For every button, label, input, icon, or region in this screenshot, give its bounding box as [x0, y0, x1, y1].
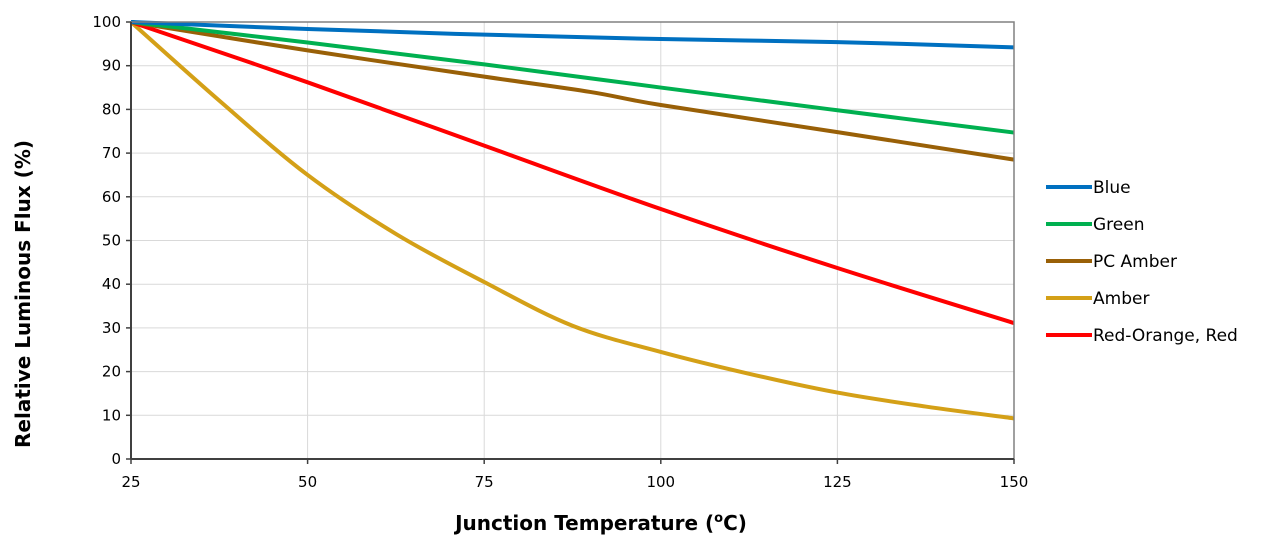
series-line-green: [130, 20, 1015, 135]
y-axis-tick-labels: 0 10 20 30 40 50 60 70 80 90 100: [92, 13, 121, 468]
y-tick-label: 80: [102, 100, 121, 118]
x-tick-label: 125: [823, 473, 852, 491]
axes: [126, 21, 1015, 464]
y-tick-label: 50: [102, 232, 121, 250]
y-tick-label: 30: [102, 319, 121, 337]
x-tick-label: 150: [1000, 473, 1029, 491]
y-tick-label: 0: [111, 450, 121, 468]
y-tick-label: 60: [102, 188, 121, 206]
series-line-amber: [129, 20, 1015, 421]
legend-label-blue: Blue: [1093, 178, 1131, 198]
legend: Blue Green PC Amber Amber Red-Orange, Red: [1046, 178, 1238, 346]
y-tick-label: 100: [92, 13, 121, 31]
y-axis-title: Relative Luminous Flux (%): [11, 140, 35, 448]
series-line-pc-amber: [130, 20, 1015, 162]
series-lines: [129, 20, 1015, 421]
y-tick-label: 70: [102, 144, 121, 162]
legend-label-red-orange-red: Red-Orange, Red: [1093, 326, 1238, 346]
x-axis-title: Junction Temperature (oC): [453, 511, 747, 535]
x-tick-label: 100: [646, 473, 675, 491]
legend-label-pc-amber: PC Amber: [1093, 252, 1177, 272]
series-line-blue: [130, 20, 1015, 50]
legend-label-amber: Amber: [1093, 289, 1149, 309]
y-tick-label: 90: [102, 57, 121, 75]
y-tick-label: 20: [102, 363, 121, 381]
series-line-red-orange-red: [130, 20, 1015, 325]
x-tick-label: 25: [121, 473, 140, 491]
x-tick-label: 75: [475, 473, 494, 491]
x-axis-tick-labels: 25 50 75 100 125 150: [121, 473, 1028, 491]
y-tick-label: 10: [102, 406, 121, 424]
y-tick-label: 40: [102, 275, 121, 293]
legend-label-green: Green: [1093, 215, 1144, 235]
x-tick-label: 50: [298, 473, 317, 491]
